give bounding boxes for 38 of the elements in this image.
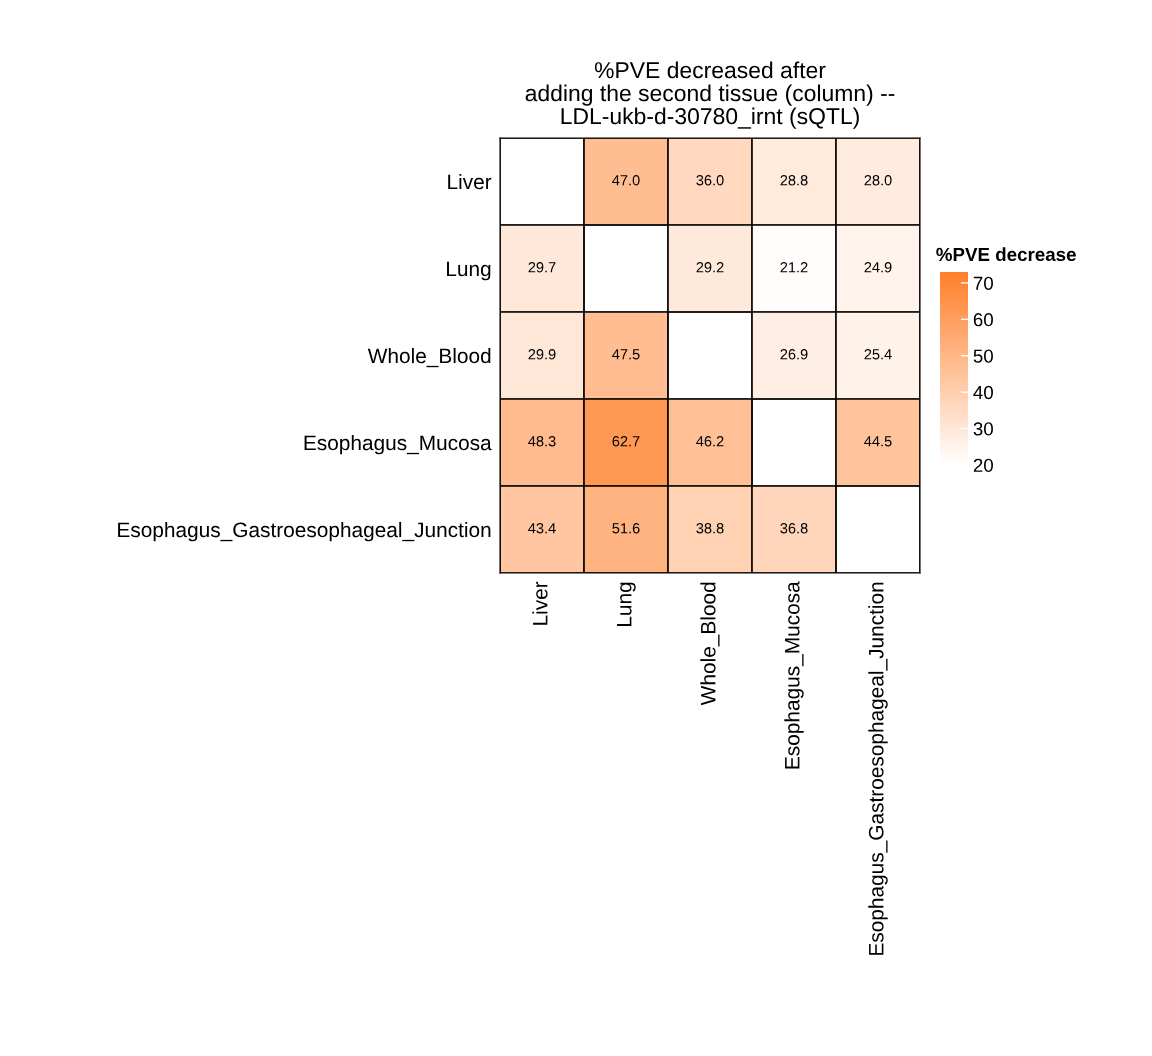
chart-title: %PVE decreased after adding the second tissue (column) -- LDL-ukb-d-30780_irnt (sQTL): [525, 61, 895, 129]
data-label: 44.5: [864, 436, 892, 447]
color-bar-label: 70: [973, 276, 993, 290]
x-tick-label: Whole_Blood: [700, 582, 720, 706]
data-label: 43.4: [528, 523, 556, 534]
color-bar-title: %PVE decrease: [936, 247, 1076, 262]
color-bar-label: 30: [973, 422, 993, 436]
x-tick-label: Esophagus_Gastroesophageal_Junction: [868, 582, 888, 955]
y-tick-label: Lung: [447, 261, 491, 281]
color-bar-label: 50: [973, 349, 993, 363]
data-label: 46.2: [696, 436, 724, 447]
data-label: 29.7: [528, 262, 556, 273]
x-tick-label: Liver: [532, 581, 548, 625]
data-label: 36.8: [780, 523, 808, 534]
data-label: 38.8: [696, 523, 724, 534]
color-bar-label: 20: [973, 458, 993, 472]
data-label: 28.8: [780, 175, 808, 186]
data-label: 36.0: [696, 175, 724, 186]
data-label: 21.2: [780, 262, 808, 273]
data-label: 47.5: [612, 349, 640, 360]
y-tick-label: Liver: [448, 173, 492, 190]
data-label: 29.2: [696, 262, 724, 273]
y-tick-label: Esophagus_Gastroesophageal_Junction: [118, 521, 491, 542]
data-label: 26.9: [780, 349, 808, 360]
data-label: 62.7: [612, 436, 640, 447]
data-label: 24.9: [864, 262, 892, 273]
x-tick-label: Lung: [617, 582, 636, 626]
data-label: 25.4: [864, 349, 892, 360]
data-label: 51.6: [612, 523, 640, 534]
data-label: 28.0: [864, 175, 892, 186]
x-tick-label: Esophagus_Mucosa: [784, 581, 804, 769]
y-tick-label: Esophagus_Mucosa: [304, 434, 492, 455]
y-tick-label: Whole_Blood: [367, 347, 491, 368]
color-bar-label: 40: [973, 385, 993, 400]
data-label: 47.0: [612, 175, 640, 186]
data-label: 48.3: [528, 436, 556, 447]
color-bar-label: 60: [973, 313, 993, 327]
data-label: 29.9: [528, 349, 556, 360]
